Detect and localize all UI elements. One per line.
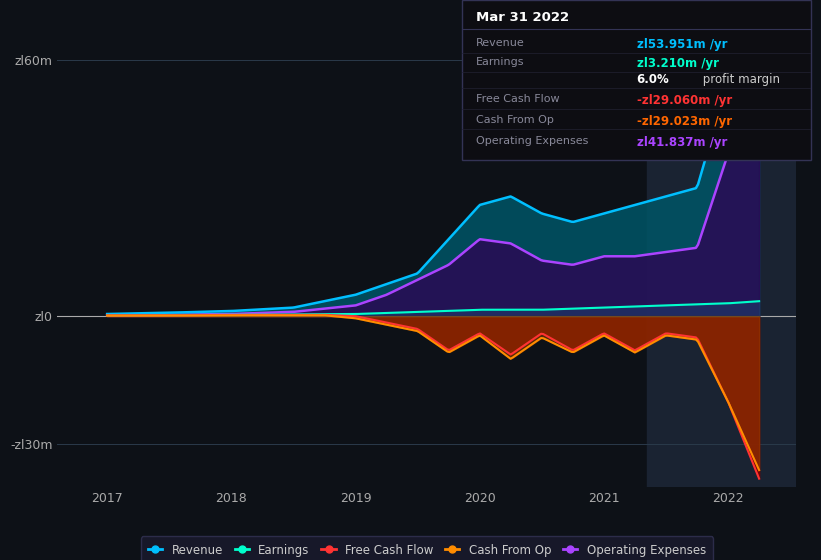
Text: Free Cash Flow: Free Cash Flow [476,94,560,104]
Text: profit margin: profit margin [699,73,781,86]
Text: Operating Expenses: Operating Expenses [476,136,589,146]
Text: zl53.951m /yr: zl53.951m /yr [637,38,727,52]
Legend: Revenue, Earnings, Free Cash Flow, Cash From Op, Operating Expenses: Revenue, Earnings, Free Cash Flow, Cash … [140,536,713,560]
Text: -zl29.023m /yr: -zl29.023m /yr [637,115,732,128]
Text: Mar 31 2022: Mar 31 2022 [476,11,569,24]
Text: zl3.210m /yr: zl3.210m /yr [637,58,718,71]
Text: -zl29.060m /yr: -zl29.060m /yr [637,94,732,107]
Text: Cash From Op: Cash From Op [476,115,554,125]
Text: zl41.837m /yr: zl41.837m /yr [637,136,727,148]
FancyBboxPatch shape [462,0,811,160]
Bar [647,17,796,487]
Text: Revenue: Revenue [476,38,525,48]
Text: Earnings: Earnings [476,58,525,67]
Text: 6.0%: 6.0% [637,73,669,86]
